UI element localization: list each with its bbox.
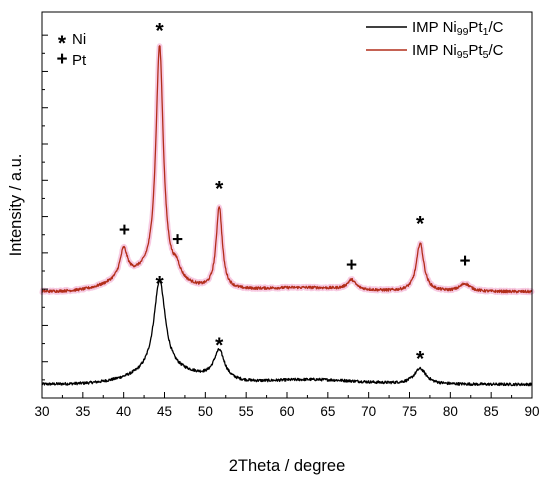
ni-peak-marker: * bbox=[156, 19, 165, 42]
x-tick-label: 60 bbox=[279, 404, 294, 419]
annotation-layer: * + + * + * + * * * bbox=[119, 19, 471, 370]
plot-frame bbox=[41, 11, 533, 399]
ticks-layer: 30 35 40 45 50 55 60 65 70 75 80 85 90 bbox=[34, 34, 540, 419]
series-layer bbox=[39, 43, 535, 387]
series-legend: IMP Ni99Pt1/C IMP Ni95Pt5/C bbox=[366, 19, 504, 61]
ni-peak-marker: * bbox=[416, 348, 425, 371]
pt-peak-marker: + bbox=[119, 220, 130, 241]
x-tick-label: 70 bbox=[361, 404, 376, 419]
phase-symbol: * bbox=[58, 32, 67, 55]
pt-peak-marker: + bbox=[346, 255, 357, 276]
x-tick-label: 65 bbox=[320, 404, 335, 419]
x-tick-label: 55 bbox=[239, 404, 254, 419]
ni-peak-marker: * bbox=[156, 272, 165, 295]
x-tick-label: 30 bbox=[34, 404, 49, 419]
series-2 bbox=[39, 43, 535, 296]
x-tick-label: 40 bbox=[116, 404, 131, 419]
phase-legend: * Ni + Pt bbox=[56, 31, 87, 70]
ni-peak-marker: * bbox=[215, 178, 224, 201]
series-1-line bbox=[41, 278, 533, 387]
x-tick-label: 90 bbox=[524, 404, 539, 419]
x-tick-label: 35 bbox=[75, 404, 90, 419]
phase-label: Ni bbox=[72, 31, 86, 48]
pt-peak-marker: + bbox=[172, 230, 183, 251]
x-tick-label: 45 bbox=[157, 404, 172, 419]
series-1 bbox=[41, 278, 533, 387]
x-tick-label: 50 bbox=[198, 404, 213, 419]
pt-peak-marker: + bbox=[459, 251, 470, 272]
phase-label: Pt bbox=[72, 52, 87, 69]
x-tick-label: 85 bbox=[484, 404, 499, 419]
x-axis-title: 2Theta / degree bbox=[229, 457, 346, 475]
phase-symbol: + bbox=[56, 49, 67, 70]
ni-peak-marker: * bbox=[215, 334, 224, 357]
y-axis-title: Intensity / a.u. bbox=[7, 154, 25, 257]
ni-peak-marker: * bbox=[416, 212, 425, 235]
series-2-line bbox=[41, 45, 533, 294]
legend-label: IMP Ni99Pt1/C bbox=[412, 19, 504, 38]
legend-label: IMP Ni95Pt5/C bbox=[412, 42, 504, 61]
x-tick-label: 80 bbox=[443, 404, 458, 419]
x-tick-label: 75 bbox=[402, 404, 417, 419]
